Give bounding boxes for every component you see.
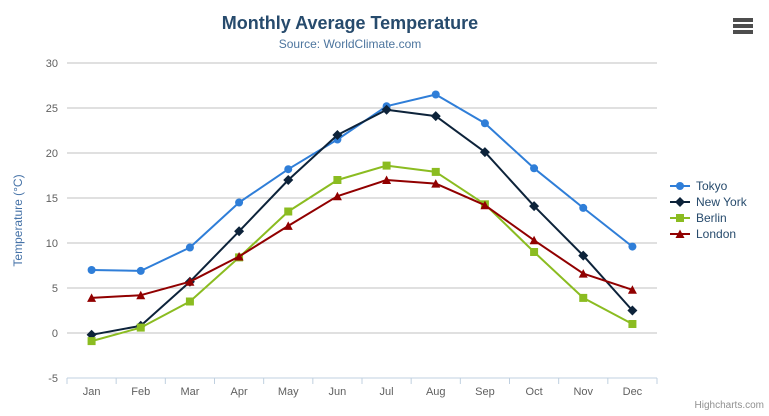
chart-subtitle: Source: WorldClimate.com: [278, 37, 422, 51]
legend-item-label: New York: [696, 195, 747, 209]
legend-marker-icon: [670, 182, 690, 190]
y-axis-tick-label: 10: [46, 238, 58, 250]
data-point-berlin[interactable]: [87, 337, 96, 346]
data-point-london[interactable]: [578, 269, 588, 278]
data-point-berlin[interactable]: [333, 176, 342, 184]
y-axis-tick-label: 0: [52, 328, 58, 340]
data-point-tokyo[interactable]: [431, 90, 440, 99]
data-point-london[interactable]: [283, 221, 293, 230]
data-point-tokyo[interactable]: [185, 243, 194, 252]
x-axis-tick-label: Oct: [526, 386, 543, 398]
data-point-new-york[interactable]: [430, 111, 441, 122]
data-point-berlin[interactable]: [284, 207, 293, 216]
data-point-new-york[interactable]: [234, 226, 245, 237]
x-axis-tick-label: Jul: [380, 386, 394, 398]
x-axis-tick-label: Feb: [131, 386, 150, 398]
series-line-tokyo[interactable]: [90, 93, 634, 272]
data-point-tokyo[interactable]: [87, 266, 96, 274]
legend-marker-icon: [670, 197, 690, 207]
x-axis-tick-label: May: [278, 386, 299, 398]
credits-link[interactable]: Highcharts.com: [694, 400, 764, 411]
x-axis-tick-label: Dec: [623, 386, 643, 398]
data-point-london[interactable]: [87, 293, 97, 302]
data-point-berlin[interactable]: [136, 323, 145, 332]
data-point-tokyo[interactable]: [235, 198, 244, 207]
data-point-london[interactable]: [431, 179, 441, 188]
x-axis-tick-label: Jan: [83, 386, 101, 398]
x-axis-tick-label: Mar: [180, 386, 199, 398]
data-point-new-york[interactable]: [529, 201, 540, 212]
data-point-new-york[interactable]: [578, 250, 589, 261]
data-point-london[interactable]: [480, 200, 490, 210]
chart-title: Monthly Average Temperature: [221, 13, 479, 33]
legend-item-tokyo[interactable]: Tokyo: [669, 178, 747, 194]
series-line-berlin[interactable]: [90, 164, 634, 343]
y-axis-tick-label: 20: [46, 148, 58, 160]
y-axis-tick-label: 5: [52, 283, 58, 295]
data-point-new-york[interactable]: [332, 130, 343, 140]
hamburger-icon: [733, 24, 753, 28]
data-point-london[interactable]: [529, 235, 539, 245]
data-point-london[interactable]: [382, 175, 392, 185]
data-point-berlin[interactable]: [628, 320, 637, 328]
data-point-london[interactable]: [185, 277, 195, 286]
legend-marker-icon: [670, 214, 690, 222]
data-point-berlin[interactable]: [185, 297, 194, 306]
data-point-tokyo[interactable]: [579, 203, 588, 212]
context-menu-button[interactable]: [731, 16, 755, 36]
data-point-london[interactable]: [332, 191, 342, 201]
x-axis-tick-label: Jun: [329, 386, 347, 398]
data-point-new-york[interactable]: [479, 147, 490, 158]
data-point-tokyo[interactable]: [480, 119, 489, 128]
legend-item-label: London: [696, 227, 737, 241]
series-line-london[interactable]: [90, 179, 634, 299]
data-point-new-york[interactable]: [381, 104, 392, 115]
legend-item-berlin[interactable]: Berlin: [669, 210, 747, 226]
data-point-berlin[interactable]: [431, 167, 440, 176]
x-axis-tick-label: Aug: [426, 386, 446, 398]
x-axis-tick-label: Nov: [573, 386, 593, 398]
legend-item-london[interactable]: London: [669, 226, 747, 242]
y-axis-tick-label: -5: [48, 373, 58, 385]
data-point-tokyo[interactable]: [284, 165, 293, 174]
data-point-tokyo[interactable]: [530, 164, 539, 173]
y-axis-title: Temperature (°C): [11, 174, 25, 266]
data-point-tokyo[interactable]: [136, 266, 145, 275]
legend: Tokyo New York Berlin London: [669, 178, 747, 242]
legend-marker-icon: [670, 229, 690, 238]
x-axis-tick-label: Apr: [231, 386, 248, 398]
legend-item-label: Tokyo: [696, 179, 728, 193]
data-point-london[interactable]: [136, 290, 146, 300]
data-point-berlin[interactable]: [579, 293, 588, 302]
y-axis-tick-label: 25: [46, 103, 58, 115]
data-point-tokyo[interactable]: [628, 242, 637, 251]
data-point-new-york[interactable]: [627, 305, 638, 316]
legend-item-label: Berlin: [696, 211, 727, 225]
series-line-new-york[interactable]: [90, 108, 634, 336]
y-axis-tick-label: 30: [46, 58, 58, 70]
y-axis-tick-label: 15: [46, 193, 58, 205]
x-axis-tick-label: Sep: [475, 386, 495, 398]
hamburger-icon: [733, 18, 753, 22]
data-point-berlin[interactable]: [382, 161, 391, 170]
data-point-london[interactable]: [234, 252, 244, 261]
data-point-london[interactable]: [627, 285, 637, 294]
legend-item-new-york[interactable]: New York: [669, 194, 747, 210]
data-point-berlin[interactable]: [530, 248, 539, 256]
hamburger-icon: [733, 30, 753, 34]
data-point-new-york[interactable]: [283, 175, 294, 185]
